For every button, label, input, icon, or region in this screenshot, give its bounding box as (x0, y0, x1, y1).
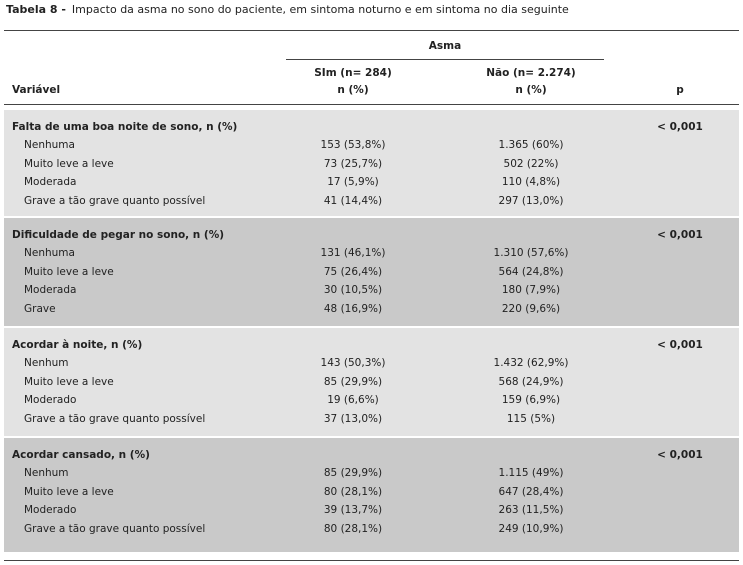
row-label: Nenhum (24, 467, 69, 479)
header-sim: SIm (n= 284) (314, 67, 392, 79)
cell-sim: 153 (53,8%) (320, 139, 386, 151)
table-row: Muito leve a leve 73 (25,7%) 502 (22%) (4, 155, 739, 173)
row-group: Acordar à noite, n (%) < 0,001 Nenhum 143 (… (4, 328, 739, 436)
cell-sim: 41 (14,4%) (323, 194, 383, 207)
group-title-row: Acordar à noite, n (%) < 0,001 (4, 336, 739, 354)
cell-sim: 143 (50,3%) (320, 357, 386, 369)
cell-sim: 75 (26,4%) (323, 265, 383, 278)
header-sim-unit: n (%) (337, 84, 369, 96)
cell-nao: 263 (11,5%) (498, 504, 564, 516)
cell-nao: 502 (22%) (503, 157, 559, 170)
row-label: Muito leve a leve (24, 157, 114, 170)
cell-nao: 180 (7,9%) (501, 284, 561, 296)
table-header-rule (4, 104, 739, 105)
cell-sim: 48 (16,9%) (323, 302, 383, 315)
row-label: Grave (24, 302, 56, 315)
group-title: Acordar cansado, n (%) (12, 449, 150, 461)
header-p: p (676, 84, 684, 96)
row-label: Moderada (24, 284, 77, 296)
table-row: Nenhuma 131 (46,1%) 1.310 (57,6%) (4, 244, 739, 262)
cell-nao: 297 (13,0%) (498, 194, 564, 207)
cell-nao: 564 (24,8%) (498, 265, 564, 278)
row-label: Grave a tão grave quanto possível (24, 194, 206, 207)
table-row: Grave 48 (16,9%) 220 (9,6%) (4, 300, 739, 318)
header-asma-rule (286, 59, 604, 60)
cell-sim: 80 (28,1%) (323, 522, 383, 535)
row-label: Nenhuma (24, 139, 75, 151)
cell-nao: 159 (6,9%) (501, 394, 561, 406)
cell-nao: 647 (28,4%) (498, 485, 564, 498)
table-row: Grave a tão grave quanto possível 37 (13,… (4, 410, 739, 428)
cell-nao: 220 (9,6%) (501, 302, 561, 315)
cell-sim: 37 (13,0%) (323, 412, 383, 425)
cell-sim: 73 (25,7%) (323, 157, 383, 170)
cell-sim: 80 (28,1%) (323, 485, 383, 498)
p-value: < 0,001 (657, 339, 703, 351)
cell-sim: 30 (10,5%) (323, 284, 383, 296)
header-variable: Variável (12, 84, 61, 96)
row-group: Acordar cansado, n (%) < 0,001 Nenhum 85 (2… (4, 438, 739, 552)
table-row: Muito leve a leve 80 (28,1%) 647 (28,4%) (4, 483, 739, 501)
table-caption-label: Tabela 8 - (6, 3, 66, 16)
cell-sim: 85 (29,9%) (323, 375, 383, 388)
cell-nao: 110 (4,8%) (501, 176, 561, 188)
cell-sim: 85 (29,9%) (323, 467, 383, 479)
row-label: Moderada (24, 176, 77, 188)
table-row: Muito leve a leve 85 (29,9%) 568 (24,9%) (4, 373, 739, 391)
table-top-rule (4, 30, 739, 31)
p-value: < 0,001 (657, 229, 703, 241)
table-row: Nenhum 143 (50,3%) 1.432 (62,9%) (4, 354, 739, 372)
row-label: Nenhuma (24, 247, 75, 259)
p-value: < 0,001 (657, 449, 703, 461)
row-label: Moderado (24, 504, 77, 516)
group-title: Falta de uma boa noite de sono, n (%) (12, 121, 238, 133)
row-group: Falta de uma boa noite de sono, n (%) < 0… (4, 110, 739, 216)
table-caption: Tabela 8 - Impacto da asma no sono do pac… (6, 3, 569, 16)
group-title-row: Acordar cansado, n (%) < 0,001 (4, 446, 739, 464)
table-row: Moderado 19 (6,6%) 159 (6,9%) (4, 391, 739, 409)
cell-nao: 115 (5%) (506, 412, 556, 425)
group-title-row: Dificuldade de pegar no sono, n (%) < 0,0… (4, 226, 739, 244)
row-label: Grave a tão grave quanto possível (24, 522, 206, 535)
row-group: Dificuldade de pegar no sono, n (%) < 0,0… (4, 218, 739, 326)
cell-sim: 19 (6,6%) (327, 394, 379, 406)
table-row: Muito leve a leve 75 (26,4%) 564 (24,8%) (4, 263, 739, 281)
cell-nao: 1.432 (62,9%) (493, 357, 569, 369)
table-row: Grave a tão grave quanto possível 41 (14,… (4, 192, 739, 210)
row-label: Moderado (24, 394, 77, 406)
cell-sim: 39 (13,7%) (323, 504, 383, 516)
cell-nao: 1.310 (57,6%) (493, 247, 569, 259)
header-nao-unit: n (%) (515, 84, 547, 96)
cell-nao: 1.365 (60%) (498, 139, 564, 151)
table-bottom-rule (4, 560, 739, 561)
cell-nao: 249 (10,9%) (498, 522, 564, 535)
row-label: Muito leve a leve (24, 265, 114, 278)
row-label: Muito leve a leve (24, 375, 114, 388)
cell-sim: 131 (46,1%) (320, 247, 386, 259)
cell-sim: 17 (5,9%) (327, 176, 379, 188)
cell-nao: 568 (24,9%) (498, 375, 564, 388)
table-row: Moderado 39 (13,7%) 263 (11,5%) (4, 501, 739, 519)
table-row: Nenhuma 153 (53,8%) 1.365 (60%) (4, 136, 739, 154)
header-asma: Asma (428, 40, 462, 52)
group-title-row: Falta de uma boa noite de sono, n (%) < 0… (4, 118, 739, 136)
table-row: Grave a tão grave quanto possível 80 (28,… (4, 520, 739, 538)
table-caption-text: Impacto da asma no sono do paciente, em … (71, 3, 569, 16)
p-value: < 0,001 (657, 121, 703, 133)
row-label: Grave a tão grave quanto possível (24, 412, 206, 425)
row-label: Nenhum (24, 357, 69, 369)
table-row: Nenhum 85 (29,9%) 1.115 (49%) (4, 464, 739, 482)
cell-nao: 1.115 (49%) (498, 467, 564, 479)
group-title: Acordar à noite, n (%) (12, 339, 143, 351)
row-label: Muito leve a leve (24, 485, 114, 498)
table-row: Moderada 30 (10,5%) 180 (7,9%) (4, 281, 739, 299)
group-title: Dificuldade de pegar no sono, n (%) (12, 229, 225, 241)
table-row: Moderada 17 (5,9%) 110 (4,8%) (4, 173, 739, 191)
header-nao: Não (n= 2.274) (486, 67, 576, 79)
